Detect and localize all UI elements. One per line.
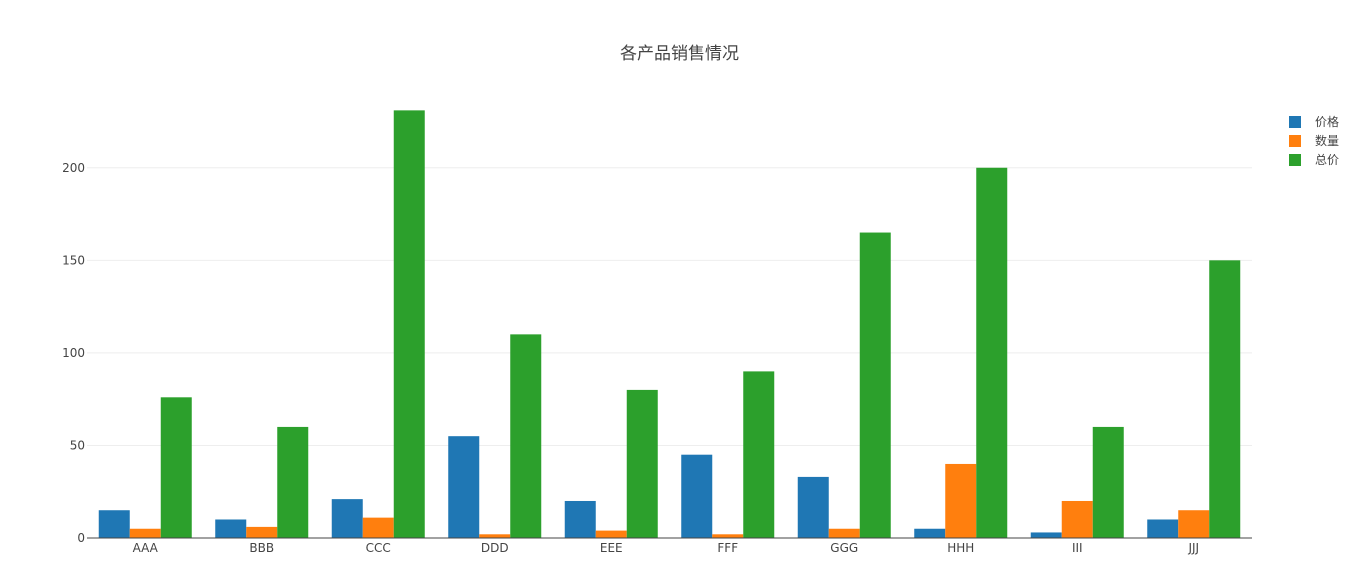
bar-III-series-1[interactable] xyxy=(1061,500,1093,538)
bar-BBB-series-2[interactable] xyxy=(277,426,309,538)
x-tick-label: FFF xyxy=(717,541,738,555)
x-tick-label: DDD xyxy=(481,541,509,555)
x-tick-label: JJJ xyxy=(1187,541,1199,555)
x-tick-label: GGG xyxy=(830,541,858,555)
bar-AAA-series-1[interactable] xyxy=(129,528,161,538)
legend-item[interactable]: 数量 xyxy=(1289,131,1339,150)
chart-title: 各产品销售情况 xyxy=(620,44,739,64)
bar-DDD-series-1[interactable] xyxy=(479,534,511,538)
x-tick-label: AAA xyxy=(133,541,159,555)
bar-GGG-series-1[interactable] xyxy=(828,528,860,538)
bar-DDD-series-0[interactable] xyxy=(448,436,480,538)
legend-label: 总价 xyxy=(1315,153,1340,167)
bar-JJJ-series-2[interactable] xyxy=(1209,260,1241,538)
bar-CCC-series-2[interactable] xyxy=(393,110,425,538)
bar-AAA-series-0[interactable] xyxy=(98,510,130,538)
bar-EEE-series-0[interactable] xyxy=(564,500,596,538)
bar-III-series-0[interactable] xyxy=(1030,532,1062,538)
x-tick-label: III xyxy=(1072,541,1083,555)
y-tick-label: 100 xyxy=(62,346,85,360)
bar-EEE-series-2[interactable] xyxy=(626,389,658,538)
bar-JJJ-series-0[interactable] xyxy=(1147,519,1179,538)
bar-GGG-series-0[interactable] xyxy=(797,476,829,538)
bar-BBB-series-0[interactable] xyxy=(215,519,247,538)
bar-HHH-series-0[interactable] xyxy=(914,528,946,538)
bar-III-series-2[interactable] xyxy=(1092,426,1124,538)
legend-item[interactable]: 价格 xyxy=(1289,112,1339,131)
bar-HHH-series-2[interactable] xyxy=(976,167,1008,538)
bar-CCC-series-1[interactable] xyxy=(362,517,394,538)
legend-swatch xyxy=(1289,134,1301,147)
x-tick-label: BBB xyxy=(249,541,274,555)
bar-DDD-series-2[interactable] xyxy=(510,334,542,538)
bar-CCC-series-0[interactable] xyxy=(331,499,363,538)
bar-FFF-series-0[interactable] xyxy=(681,454,713,538)
legend-swatch xyxy=(1289,153,1301,166)
x-tick-label: HHH xyxy=(947,541,974,555)
y-tick-label: 200 xyxy=(62,161,85,175)
bar-JJJ-series-1[interactable] xyxy=(1178,510,1210,538)
y-tick-label: 0 xyxy=(77,531,85,545)
bar-FFF-series-1[interactable] xyxy=(712,534,744,538)
bar-BBB-series-1[interactable] xyxy=(246,526,278,538)
legend-swatch xyxy=(1289,115,1301,128)
y-tick-label: 50 xyxy=(70,438,85,452)
bar-GGG-series-2[interactable] xyxy=(859,232,891,538)
x-tick-label: CCC xyxy=(366,541,391,555)
x-tick-label: EEE xyxy=(600,541,623,555)
legend-label: 数量 xyxy=(1315,134,1340,148)
legend-item[interactable]: 总价 xyxy=(1289,150,1339,169)
bar-FFF-series-2[interactable] xyxy=(743,371,775,538)
bar-EEE-series-1[interactable] xyxy=(595,530,627,538)
bar-HHH-series-1[interactable] xyxy=(945,463,977,538)
legend-label: 价格 xyxy=(1315,115,1340,129)
y-tick-label: 150 xyxy=(62,253,85,267)
bar-AAA-series-2[interactable] xyxy=(160,397,192,538)
legend: 价格 数量 总价 xyxy=(1289,112,1339,169)
